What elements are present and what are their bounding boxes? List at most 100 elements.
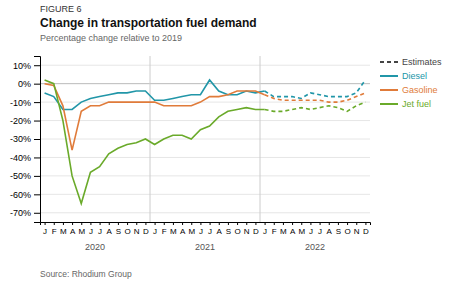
- legend-label: Estimates: [402, 57, 442, 67]
- y-tick: -50%: [10, 171, 40, 181]
- x-tick: J: [263, 222, 267, 236]
- x-axis-line: [41, 223, 371, 226]
- x-tick-mark: [347, 222, 348, 225]
- x-tick-mark: [109, 222, 110, 225]
- x-tick: M: [298, 222, 305, 236]
- y-tick-label: -50%: [10, 171, 31, 181]
- grid-line: [40, 139, 370, 140]
- x-tick-label: A: [107, 227, 113, 236]
- x-tick: F: [272, 222, 277, 236]
- x-tick-label: S: [116, 227, 121, 236]
- year-label: 2021: [195, 242, 215, 252]
- legend-label: Gasoline: [402, 85, 438, 95]
- x-tick: J: [89, 222, 93, 236]
- x-tick-label: O: [234, 227, 240, 236]
- x-tick-mark: [72, 222, 73, 225]
- x-tick-label: D: [363, 227, 369, 236]
- y-tick-label: -30%: [10, 134, 31, 144]
- x-tick-mark: [173, 222, 174, 225]
- y-tick-label: 10%: [13, 61, 31, 71]
- x-tick-mark: [338, 222, 339, 225]
- x-tick-mark: [237, 222, 238, 225]
- x-tick-label: F: [52, 227, 57, 236]
- y-tick-mark: [34, 194, 40, 195]
- lines: [45, 80, 366, 204]
- x-tick-mark: [301, 222, 302, 225]
- x-tick: S: [116, 222, 121, 236]
- series-line: [265, 80, 366, 98]
- x-tick-label: F: [272, 227, 277, 236]
- grid-line: [40, 65, 370, 66]
- x-tick-label: N: [354, 227, 360, 236]
- x-tick-mark: [246, 222, 247, 225]
- x-tick: D: [143, 222, 149, 236]
- x-tick: S: [336, 222, 341, 236]
- legend-item: Diesel: [380, 71, 427, 81]
- x-tick-label: A: [327, 227, 333, 236]
- y-tick-mark: [34, 121, 40, 122]
- x-tick-mark: [63, 222, 64, 225]
- y-tick: -40%: [10, 153, 40, 163]
- x-tick-label: S: [226, 227, 231, 236]
- y-tick-label: -70%: [10, 208, 31, 218]
- x-tick-label: M: [188, 227, 195, 236]
- plot: 10%0%-10%-20%-30%-40%-50%-60%-70%JFMAMJJ…: [10, 56, 371, 252]
- y-tick-mark: [34, 176, 40, 177]
- y-axis-line: [34, 57, 41, 223]
- y-tick-label: -40%: [10, 153, 31, 163]
- x-tick-mark: [255, 222, 256, 225]
- x-tick: A: [180, 222, 186, 236]
- y-tick: -10%: [10, 97, 40, 107]
- y-tick: -60%: [10, 190, 40, 200]
- x-tick: J: [318, 222, 322, 236]
- x-tick: A: [107, 222, 113, 236]
- x-tick-label: J: [98, 227, 102, 236]
- legend-swatch: [380, 75, 398, 77]
- year-label: 2020: [85, 242, 105, 252]
- x-tick-mark: [356, 222, 357, 225]
- year-label: 2022: [305, 242, 325, 252]
- x-tick: N: [354, 222, 360, 236]
- x-axis: JFMAMJJASONDJFMAMJJASONDJFMAMJJASOND: [41, 222, 371, 236]
- y-tick: -30%: [10, 134, 40, 144]
- x-tick-mark: [329, 222, 330, 225]
- x-tick: M: [188, 222, 195, 236]
- x-tick-mark: [365, 222, 366, 225]
- x-tick: A: [70, 222, 76, 236]
- x-tick-label: D: [143, 227, 149, 236]
- x-tick-mark: [200, 222, 201, 225]
- x-tick: A: [327, 222, 333, 236]
- x-tick-label: A: [180, 227, 186, 236]
- x-tick: N: [134, 222, 140, 236]
- x-tick-label: J: [309, 227, 313, 236]
- y-tick-label: -10%: [10, 97, 31, 107]
- x-tick-label: M: [170, 227, 177, 236]
- x-tick-label: O: [344, 227, 350, 236]
- y-tick: 0%: [18, 79, 40, 89]
- subtitle: Percentage change relative to 2019: [40, 33, 182, 43]
- x-tick: M: [280, 222, 287, 236]
- x-tick-mark: [164, 222, 165, 225]
- series-line: [45, 80, 265, 204]
- x-tick-mark: [320, 222, 321, 225]
- x-tick: J: [43, 222, 47, 236]
- x-tick: M: [60, 222, 67, 236]
- y-tick-mark: [34, 157, 40, 158]
- x-tick-label: N: [134, 227, 140, 236]
- legend-label: Diesel: [402, 71, 427, 81]
- x-tick-mark: [145, 222, 146, 225]
- x-tick-label: J: [318, 227, 322, 236]
- x-tick-label: J: [263, 227, 267, 236]
- series-line: [265, 102, 366, 111]
- y-tick: -20%: [10, 116, 40, 126]
- x-tick-mark: [155, 222, 156, 225]
- x-tick-label: J: [208, 227, 212, 236]
- x-tick-mark: [210, 222, 211, 225]
- x-tick-mark: [118, 222, 119, 225]
- x-tick-label: A: [217, 227, 223, 236]
- grid-line: [40, 83, 370, 84]
- title: Change in transportation fuel demand: [40, 16, 257, 30]
- legend-swatch: [380, 103, 398, 105]
- x-tick: J: [208, 222, 212, 236]
- legend-item: Gasoline: [380, 85, 438, 95]
